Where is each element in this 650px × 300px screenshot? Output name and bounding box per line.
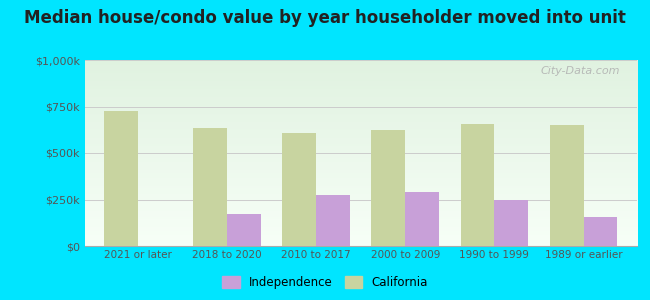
Bar — [584, 217, 618, 246]
Bar — [316, 195, 350, 246]
Text: City-Data.com: City-Data.com — [541, 66, 620, 76]
Bar — [193, 128, 227, 246]
Bar — [227, 214, 261, 246]
Bar — [550, 125, 584, 246]
Legend: Independence, California: Independence, California — [217, 272, 433, 294]
Text: Median house/condo value by year householder moved into unit: Median house/condo value by year househo… — [24, 9, 626, 27]
Bar — [282, 133, 316, 246]
Bar — [406, 192, 439, 246]
Bar — [461, 124, 495, 246]
Bar — [371, 130, 406, 246]
Bar — [495, 200, 528, 246]
Bar — [104, 111, 138, 246]
